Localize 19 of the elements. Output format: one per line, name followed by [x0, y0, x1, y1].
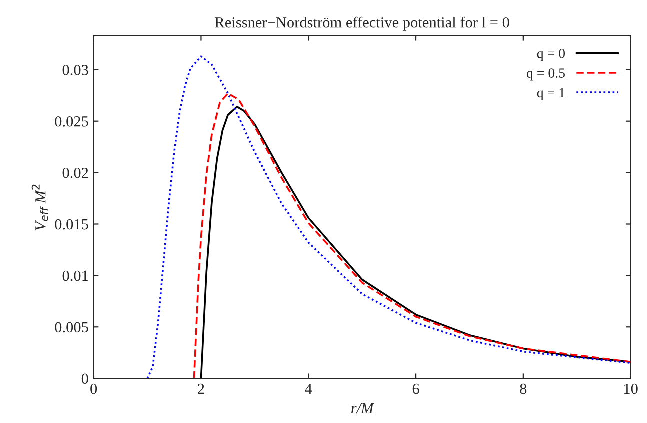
y-tick-label: 0.025: [55, 116, 88, 127]
legend-label: q = 1: [537, 88, 565, 100]
y-tick-label: 0.005: [55, 322, 88, 333]
y-tick-label: 0.01: [62, 270, 88, 282]
x-tick-label: 8: [520, 384, 527, 394]
legend-label: q = 0.5: [526, 68, 566, 81]
x-tick-label: 4: [305, 384, 312, 394]
x-axis-title: r/M: [351, 403, 374, 414]
y-axis-title: V$_{eff}$ M$^{2}$: [32, 184, 48, 230]
x-tick-label: 2: [198, 384, 204, 394]
x-tick-label: 6: [412, 384, 420, 394]
legend-label: q = 0: [537, 48, 566, 62]
y-tick-label: 0.015: [55, 219, 88, 230]
y-tick-label: 0.03: [62, 65, 88, 76]
y-tick-label: 0: [82, 374, 88, 384]
x-tick-label: 10: [624, 384, 638, 394]
y-tick-label: 0.02: [62, 168, 88, 178]
x-tick-label: 0: [90, 384, 98, 394]
chart-title: Reissner−Nordström effective potential for l = 0: [215, 16, 510, 31]
